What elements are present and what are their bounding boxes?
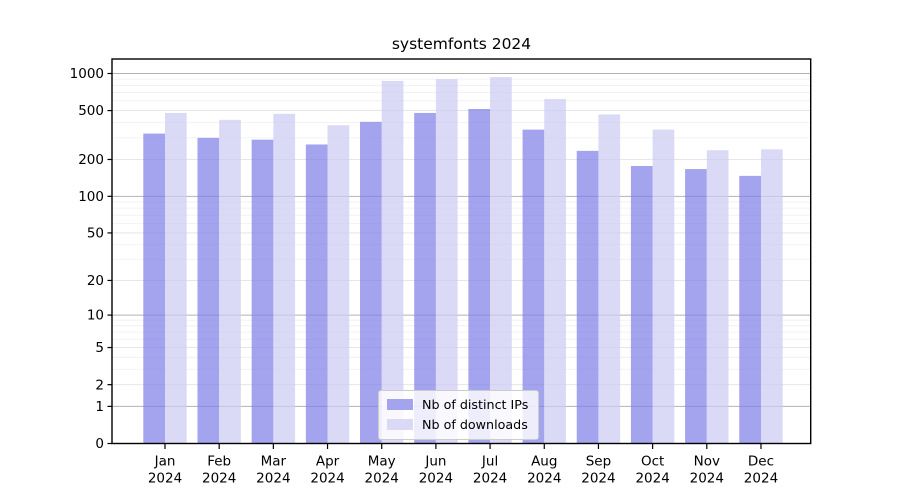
bar-jun-downloads [435, 79, 458, 444]
x-tick-label-year: 2024 [473, 471, 507, 487]
bar-oct-distinct-ips [630, 165, 653, 444]
bar-jul-downloads [490, 77, 512, 444]
x-tick-label-month: Feb [207, 454, 231, 470]
bar-aug-downloads [544, 99, 566, 444]
bar-jan-downloads [165, 112, 187, 444]
legend-label-downloads: Nb of downloads [422, 417, 528, 432]
x-tick-label-year: 2024 [744, 471, 778, 487]
chart-title: systemfonts 2024 [391, 35, 532, 53]
x-tick-label-month: Jun [424, 454, 446, 470]
y-tick-label: 20 [87, 273, 104, 289]
legend-label-distinct-ips: Nb of distinct IPs [422, 397, 529, 412]
x-tick-label-year: 2024 [690, 471, 724, 487]
y-tick-label: 1000 [70, 66, 104, 82]
x-tick-label-month: Jan [154, 454, 176, 470]
bar-may-downloads [381, 80, 404, 444]
bar-feb-downloads [219, 119, 241, 444]
x-tick-label-year: 2024 [310, 471, 344, 487]
x-tick-label-month: Mar [261, 454, 287, 470]
x-tick-label-month: Nov [694, 454, 720, 470]
x-tick-label-year: 2024 [202, 471, 236, 487]
bar-apr-distinct-ips [305, 144, 328, 444]
y-tick-label: 10 [87, 308, 104, 324]
bar-dec-distinct-ips [739, 175, 761, 444]
x-tick-label-month: Sep [586, 454, 611, 470]
bar-nov-distinct-ips [685, 169, 707, 444]
y-tick-label: 50 [87, 226, 104, 242]
x-tick-label-month: Oct [641, 454, 664, 470]
bar-jun-distinct-ips [414, 112, 436, 444]
bar-jul-distinct-ips [468, 108, 491, 444]
bar-nov-downloads [706, 150, 729, 444]
bar-mar-distinct-ips [251, 139, 274, 444]
y-tick-label: 200 [78, 152, 104, 168]
bar-sep-distinct-ips [576, 150, 599, 444]
y-tick-label: 1 [95, 399, 104, 415]
bar-apr-downloads [327, 125, 350, 444]
legend-swatch-downloads-icon [387, 419, 413, 430]
y-tick-label: 0 [95, 436, 104, 452]
x-tick-label-year: 2024 [581, 471, 615, 487]
x-tick-label-year: 2024 [635, 471, 669, 487]
x-tick-label-month: Dec [748, 454, 774, 470]
bar-sep-downloads [598, 114, 621, 444]
bar-oct-downloads [652, 129, 675, 444]
x-tick-label-year: 2024 [148, 471, 182, 487]
legend-swatch-distinct-ips-icon [387, 399, 413, 410]
x-tick-label-year: 2024 [256, 471, 290, 487]
x-tick-label-month: May [368, 454, 396, 470]
y-tick-label: 2 [95, 377, 104, 393]
x-tick-label-year: 2024 [419, 471, 453, 487]
bar-jan-distinct-ips [143, 133, 165, 444]
plot-border [111, 58, 812, 445]
bar-mar-downloads [273, 113, 296, 444]
y-tick-label: 5 [95, 340, 104, 356]
legend-item-downloads: Nb of downloads [387, 417, 528, 432]
legend: Nb of distinct IPs Nb of downloads [378, 390, 540, 440]
bar-dec-downloads [760, 149, 783, 444]
x-tick-label-month: Apr [316, 454, 340, 470]
bar-aug-distinct-ips [522, 129, 545, 444]
legend-item-distinct-ips: Nb of distinct IPs [387, 397, 528, 412]
bar-may-distinct-ips [360, 121, 382, 444]
x-tick-label-year: 2024 [365, 471, 399, 487]
x-tick-label-month: Aug [531, 454, 557, 470]
y-tick-label: 100 [78, 189, 104, 205]
y-tick-label: 500 [78, 103, 104, 119]
x-tick-label-year: 2024 [527, 471, 561, 487]
bar-feb-distinct-ips [197, 137, 220, 444]
x-tick-label-month: Jul [481, 454, 498, 470]
